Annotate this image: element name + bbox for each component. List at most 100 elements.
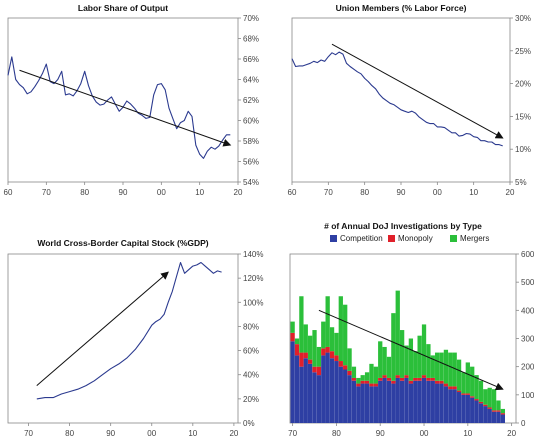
bar-monopoly [443,383,449,387]
legend-label: Competition [340,234,383,243]
y-tick-label: 5% [515,178,527,187]
x-tick-label: 90 [119,188,128,197]
bar-mergers [478,380,484,402]
y-tick-label: 68% [243,35,259,44]
y-tick-label: 600 [521,250,535,259]
bar-competition [391,383,396,423]
bar-mergers [461,372,466,394]
bar-mergers [452,352,457,387]
y-tick-label: 56% [243,158,259,167]
bar-mergers [364,372,370,381]
bar-competition [496,411,501,423]
bar-monopoly [452,386,457,390]
y-tick-label: 64% [243,76,259,85]
bar-mergers [391,313,396,381]
bar-competition [321,355,326,423]
y-tick-label: 140% [243,250,263,259]
legend-label: Monopoly [398,234,433,243]
bar-mergers [465,362,470,394]
chart-panel-2: Union Members (% Labor Force) 60 70 80 90 00 1… [288,3,531,197]
bar-competition [343,369,348,423]
bar-competition [308,363,313,423]
bar-mergers [343,304,348,366]
y-tick-label: 58% [243,137,259,146]
bar-competition [356,386,361,423]
y-tick-label: 60% [243,347,259,356]
chart-title: World Cross-Border Capital Stock (%GDP) [37,238,208,248]
bar-monopoly [316,366,322,376]
x-tick-label: 80 [360,188,369,197]
bar-mergers [474,375,479,400]
bar-monopoly [325,346,330,353]
plot-frame [7,253,239,424]
y-tick-label: 60% [243,117,259,126]
bar-mergers [334,332,339,356]
series-line [36,261,222,400]
bar-competition [351,380,357,423]
y-tick-label: 100 [521,391,535,400]
bar-monopoly [343,365,348,370]
bar-monopoly [439,380,444,384]
bar-competition [373,386,378,423]
y-tick-label: 10% [515,145,531,154]
x-tick-label: 70 [288,429,297,438]
series-line [291,51,503,147]
bar-mergers [456,359,462,391]
bar-monopoly [356,383,361,387]
x-tick-label: 00 [420,429,429,438]
y-tick-label: 0 [521,419,526,428]
bar-mergers [321,321,326,349]
y-tick-label: 80% [243,322,259,331]
bar-competition [386,380,392,423]
y-tick-label: 20% [515,80,531,89]
bar-monopoly [329,351,335,359]
bar-monopoly [308,359,313,364]
x-tick-label: 00 [157,188,166,197]
bar-mergers [369,363,374,384]
bar-competition [426,380,431,423]
bar-mergers [500,408,505,414]
bar-mergers [303,324,308,353]
bar-competition [413,380,418,423]
bar-mergers [360,375,365,381]
bar-competition [470,397,475,423]
bar-monopoly [500,413,505,415]
bar-monopoly [448,386,453,390]
bar-mergers [404,345,409,376]
bar-mergers [338,296,343,362]
bar-monopoly [360,380,365,384]
bar-competition [312,372,317,423]
series-line [7,56,231,159]
bar-competition [474,400,479,423]
trend-arrow [36,271,169,386]
legend-swatch-monopoly [388,235,395,242]
x-tick-label: 90 [106,429,115,438]
y-tick-label: 25% [515,47,531,56]
bar-monopoly [386,377,392,381]
bar-mergers [448,352,453,387]
bar-monopoly [417,377,422,381]
bar-competition [404,377,409,423]
bar-monopoly [478,401,484,404]
bar-mergers [408,338,414,381]
bar-mergers [351,366,357,378]
chart-panel-3: World Cross-Border Capital Stock (%GDP) 7… [7,238,263,438]
chart-panel-4: # of Annual DoJ Investigations by Type 70… [288,221,535,438]
bar-monopoly [391,380,396,384]
bar-competition [435,383,440,423]
bar-competition [430,380,435,423]
bar-mergers [395,290,400,376]
x-tick-label: 10 [469,188,478,197]
bar-competition [483,406,488,423]
y-tick-label: 100% [243,298,263,307]
bar-monopoly [321,348,326,356]
bar-mergers [308,335,313,360]
y-tick-label: 54% [243,178,259,187]
bar-competition [465,394,470,423]
bar-monopoly [338,361,343,367]
bar-monopoly [399,377,405,381]
chart-title: Union Members (% Labor Force) [336,3,467,13]
bar-competition [382,377,387,423]
bar-mergers [373,366,378,384]
